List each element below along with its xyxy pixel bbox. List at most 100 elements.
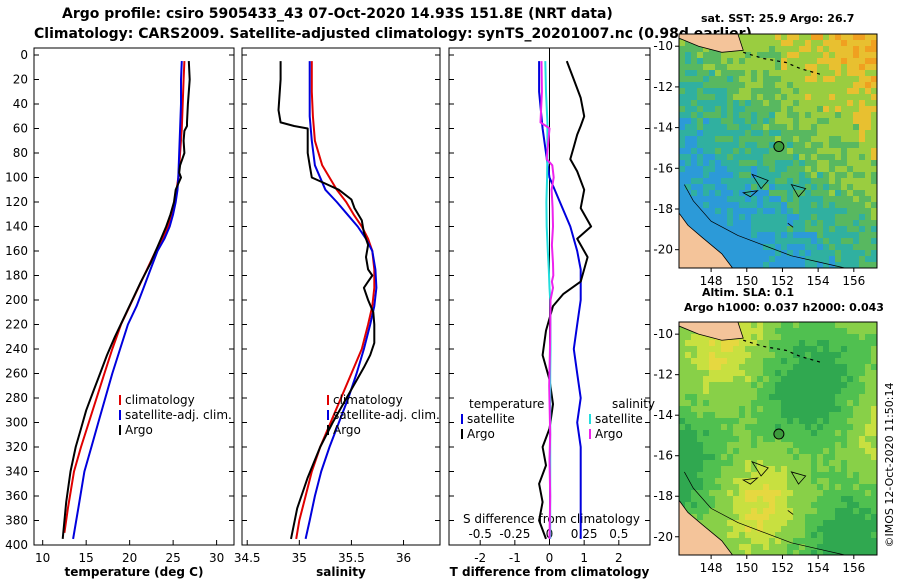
map-y-tick-label: -10 (653, 39, 673, 53)
series-line-argo (277, 61, 376, 540)
reef-outline (741, 477, 759, 485)
map-y-tick-label: -18 (653, 489, 673, 503)
depth-tick-label: 400 (5, 538, 28, 552)
reef-outline (790, 183, 807, 198)
map-x-tick-label: 148 (700, 561, 723, 575)
series-line-satellite-adj-clim- (304, 61, 378, 540)
map-x-tick-label: 156 (842, 274, 865, 288)
x-tick-label: 0 (546, 551, 554, 565)
depth-tick-label: 0 (20, 48, 28, 62)
depth-tick-label: 20 (13, 73, 28, 87)
x-tick-label: 20 (122, 551, 137, 565)
x-tick-label: 30 (209, 551, 224, 565)
top-axis-tick-label: 0.5 (609, 527, 628, 541)
climatology-subtitle: Climatology: CARS2009. Satellite-adjuste… (34, 26, 752, 42)
x-tick-label: 25 (165, 551, 180, 565)
map-y-tick-label: -12 (653, 80, 673, 94)
map-x-tick-label: 154 (807, 274, 830, 288)
depth-tick-label: 80 (13, 146, 28, 160)
top-axis-tick-label: -0.5 (468, 527, 491, 541)
legend-header: salinity (612, 397, 655, 411)
depth-tick-label: 200 (5, 293, 28, 307)
island-chain (743, 339, 822, 364)
top-axis-label: S difference from climatology (463, 512, 640, 526)
legend-label: Argo (333, 423, 361, 437)
depth-tick-label: 220 (5, 318, 28, 332)
sla-map-subtitle: Argo h1000: 0.037 h2000: 0.043 (684, 301, 884, 314)
sst-heatmap-image (678, 33, 877, 269)
map-y-tick-label: -18 (653, 202, 673, 216)
reef-outline (787, 510, 794, 515)
depth-tick-label: 320 (5, 440, 28, 454)
legend-label: satellite-adj. clim. (333, 408, 440, 422)
legend-label: Argo (467, 427, 495, 441)
series-line-temperature-argo (538, 60, 593, 540)
profile-panel-frame (241, 47, 441, 546)
depth-tick-label: 380 (5, 514, 28, 528)
map-y-tick-label: -14 (653, 121, 673, 135)
map-y-tick-label: -16 (653, 161, 673, 175)
series-line-satellite-adj-clim- (72, 61, 183, 540)
legend-label: satellite (595, 412, 643, 426)
map-y-tick-label: -16 (653, 449, 673, 463)
map-frame (678, 321, 878, 556)
top-axis-tick-label: -0.25 (499, 527, 530, 541)
x-tick-label: 35.5 (338, 551, 365, 565)
legend-label: Argo (125, 423, 153, 437)
depth-tick-label: 60 (13, 122, 28, 136)
sla-map-title: Altim. SLA: 0.1 (702, 286, 795, 299)
reef-outline (751, 173, 769, 190)
depth-tick-label: 120 (5, 195, 28, 209)
timestamp-label: ©IMOS 12-Oct-2020 11:50:14 (883, 382, 896, 547)
map-y-tick-label: -14 (653, 408, 673, 422)
reef-outline (790, 471, 807, 485)
x-tick-label: 2 (615, 551, 623, 565)
depth-tick-label: 260 (5, 367, 28, 381)
map-x-tick-label: 148 (700, 274, 723, 288)
depth-tick-label: 300 (5, 416, 28, 430)
sla-heatmap-image (678, 321, 877, 556)
reef-outline (742, 190, 759, 198)
bathymetry-contour (684, 184, 845, 269)
legend-label: climatology (333, 393, 403, 407)
island-chain (743, 51, 822, 76)
depth-tick-label: 360 (5, 489, 28, 503)
x-tick-label: -2 (474, 551, 486, 565)
map-y-tick-label: -20 (653, 243, 673, 257)
bathymetry-contour (684, 471, 845, 556)
top-axis-tick-label: 0.25 (571, 527, 598, 541)
depth-tick-label: 340 (5, 465, 28, 479)
depth-tick-label: 160 (5, 244, 28, 258)
x-tick-label: 15 (79, 551, 94, 565)
reef-outline (787, 222, 794, 228)
reef-outline (751, 461, 769, 477)
map-x-tick-label: 150 (735, 561, 758, 575)
depth-tick-label: 100 (5, 171, 28, 185)
map-x-tick-label: 152 (771, 561, 794, 575)
map-x-tick-label: 156 (842, 561, 865, 575)
depth-tick-label: 40 (13, 97, 28, 111)
depth-tick-label: 240 (5, 342, 28, 356)
x-axis-label: temperature (deg C) (65, 565, 204, 579)
legend-label: Argo (595, 427, 623, 441)
map-x-tick-label: 150 (735, 274, 758, 288)
depth-tick-label: 180 (5, 269, 28, 283)
legend-label: climatology (125, 393, 195, 407)
legend-label: satellite (467, 412, 515, 426)
x-tick-label: -1 (509, 551, 521, 565)
map-y-tick-label: -10 (653, 327, 673, 341)
x-tick-label: 34.5 (234, 551, 261, 565)
map-x-tick-label: 154 (807, 561, 830, 575)
x-tick-label: 35 (292, 551, 307, 565)
map-frame (678, 33, 878, 269)
legend-header: temperature (469, 397, 544, 411)
legend-label: satellite-adj. clim. (125, 408, 232, 422)
depth-tick-label: 280 (5, 391, 28, 405)
series-line-salinity-argo (539, 61, 555, 539)
x-tick-label: 10 (35, 551, 50, 565)
float-location-marker (773, 141, 785, 153)
map-y-tick-label: -20 (653, 530, 673, 544)
sst-map-title: sat. SST: 25.9 Argo: 26.7 (701, 12, 855, 25)
series-line-argo (61, 61, 191, 539)
